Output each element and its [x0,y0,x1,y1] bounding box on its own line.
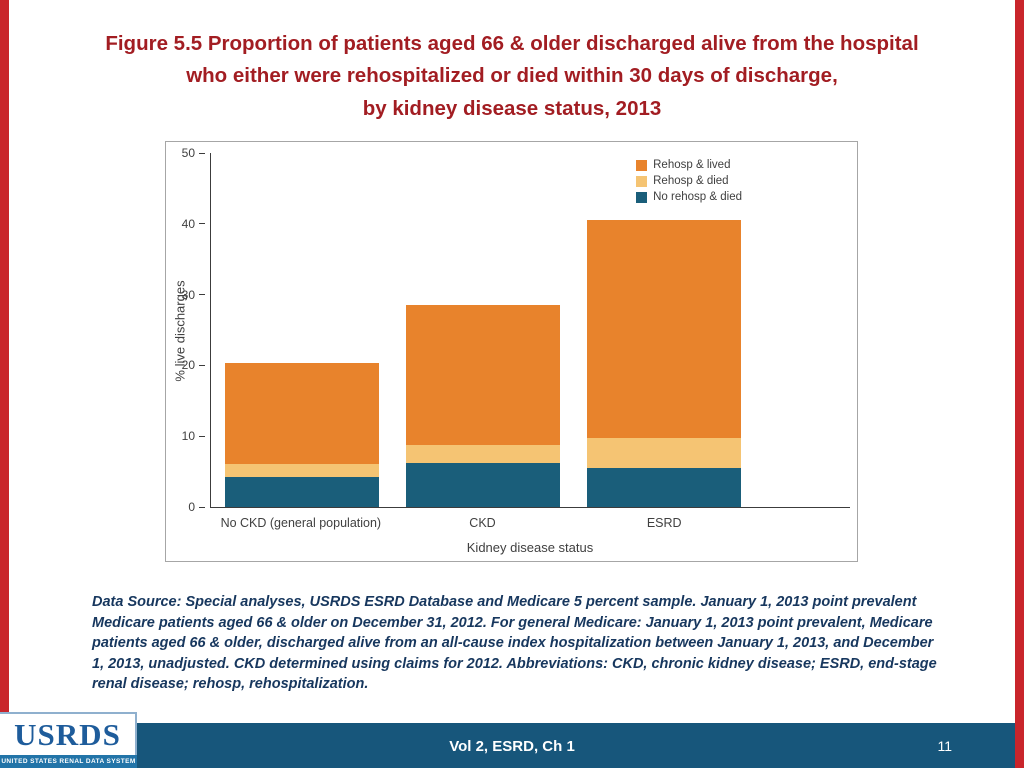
legend-item: Rehosp & lived [636,159,742,171]
x-axis-title: Kidney disease status [466,540,594,555]
legend-item: No rehosp & died [636,191,742,203]
y-tick-20: 20 [161,357,205,373]
bar-segment [405,444,561,464]
legend-swatch [636,175,648,187]
bar-segment [587,438,742,469]
data-source-note: Data Source: Special analyses, USRDS ESR… [92,594,937,693]
legend: Rehosp & lived Rehosp & died No rehosp & d… [636,159,742,203]
footer-bar [137,723,1015,768]
bar-segment [224,463,379,477]
stacked-bar-1 [405,153,561,507]
y-tick-label: 40 [181,216,195,231]
x-category-label: ESRD [646,516,682,530]
footer-chapter-label: Vol 2, ESRD, Ch 1 [449,738,575,755]
y-tick-50: 50 [161,145,205,161]
slide-title-line-1: Figure 5.5 Proportion of patients aged 6… [105,32,919,55]
y-tick-mark [199,223,205,225]
left-accent-bar [0,0,9,768]
bar-segment [405,304,561,445]
bar-slot-1 [392,153,573,507]
x-category-label: CKD [469,516,496,530]
legend-swatch [636,191,648,203]
bar-segment [224,363,379,464]
x-axis-labels: No CKD (general population) CKD ESRD [210,516,755,530]
chart-figure: % live discharges 0 10 20 30 40 50 Rehosp & l… [165,141,858,562]
slide-title: Figure 5.5 Proportion of patients aged 6… [40,28,984,125]
y-tick-mark [199,435,205,437]
legend-label: Rehosp & lived [653,159,731,171]
bar-slot-0 [211,153,392,507]
plot-area: 0 10 20 30 40 50 Rehosp & lived Rehosp & died N… [182,146,850,514]
y-tick-30: 30 [161,287,205,303]
y-tick-label: 10 [181,429,195,444]
y-tick-label: 0 [188,500,195,514]
y-tick-0: 0 [161,499,205,515]
usrds-logo: USRDS UNITED STATES RENAL DATA SYSTEM [0,712,137,768]
y-tick-label: 20 [181,358,195,373]
legend-item: Rehosp & died [636,175,742,187]
y-tick-label: 30 [181,287,195,302]
usrds-logo-box: USRDS [0,712,137,755]
stacked-bar-2 [587,153,742,507]
bars-container [211,153,755,507]
bar-slot-2 [574,153,755,507]
page-number: 11 [937,738,952,754]
bar-segment [587,468,742,507]
bar-segment [405,463,561,507]
legend-label: No rehosp & died [653,191,742,203]
bar-segment [224,476,379,507]
right-accent-bar [1015,0,1024,768]
slide-title-line-2: who either were rehospitalized or died w… [186,64,838,88]
y-tick-mark [199,506,205,508]
stacked-bar-0 [224,153,379,507]
usrds-logo-strip: UNITED STATES RENAL DATA SYSTEM [0,755,137,768]
usrds-logo-title: USRDS [14,717,121,752]
y-tick-mark [199,152,205,154]
y-tick-label: 50 [181,146,195,160]
usrds-logo-subtitle: UNITED STATES RENAL DATA SYSTEM [1,758,136,765]
bar-segment [587,220,742,439]
legend-label: Rehosp & died [653,175,729,187]
slide-title-line-3: by kidney disease status, 2013 [362,96,662,120]
y-tick-mark [199,364,205,366]
y-tick-40: 40 [161,216,205,232]
y-tick-10: 10 [161,428,205,444]
y-axis-ticks: 0 10 20 30 40 50 [182,146,850,514]
x-category-label: No CKD (general population) [220,516,382,530]
legend-swatch [636,159,648,171]
y-tick-mark [199,294,205,296]
